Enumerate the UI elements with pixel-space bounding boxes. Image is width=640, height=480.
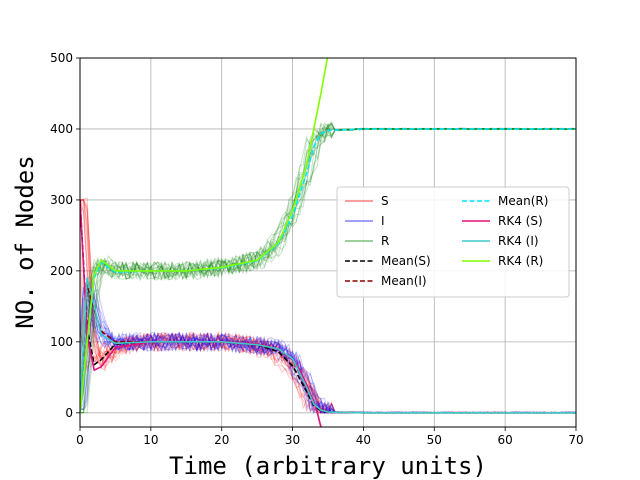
y-tick-label: 0: [65, 406, 73, 420]
x-axis-label: Time (arbitrary units): [169, 452, 487, 480]
legend-label: Mean(S): [381, 254, 431, 268]
y-tick-label: 500: [50, 51, 73, 65]
x-tick-label: 0: [76, 433, 84, 447]
legend-label: Mean(R): [498, 194, 548, 208]
y-tick-label: 300: [50, 193, 73, 207]
legend-box: [336, 186, 570, 298]
x-tick-label: 20: [214, 433, 229, 447]
x-tick-label: 10: [143, 433, 158, 447]
legend: SIR Mean(S) Mean(I) Mean(R) RK4 (S) RK4 (I) RK…: [336, 186, 570, 298]
x-tick-label: 70: [568, 433, 583, 447]
plot-frame: [79, 57, 577, 428]
legend-label: R: [381, 234, 389, 248]
y-tick-label: 100: [50, 335, 73, 349]
y-tick-label: 200: [50, 264, 73, 278]
series-line-mean-r: [80, 128, 576, 413]
x-tick-label: 30: [285, 433, 300, 447]
y-tick-label: 400: [50, 122, 73, 136]
y-axis-label: NO. of Nodes: [11, 155, 39, 328]
legend-label: RK4 (R): [498, 254, 543, 268]
x-tick-label: 50: [427, 433, 442, 447]
series-lines: [80, 58, 576, 427]
legend-label: Mean(I): [381, 274, 427, 288]
legend-label: S: [381, 194, 389, 208]
x-tick-label: 60: [498, 433, 513, 447]
legend-label: I: [381, 214, 385, 228]
x-tick-label: 40: [356, 433, 371, 447]
series-line-rk4-i: [80, 277, 576, 414]
series-line-rk4-r: [80, 58, 329, 413]
legend-label: RK4 (I): [498, 234, 539, 248]
legend-label: RK4 (S): [498, 214, 543, 228]
axis-ticks: 0 10 20 30 40 50 60 70 0 100 200 300 400 500: [50, 51, 584, 447]
